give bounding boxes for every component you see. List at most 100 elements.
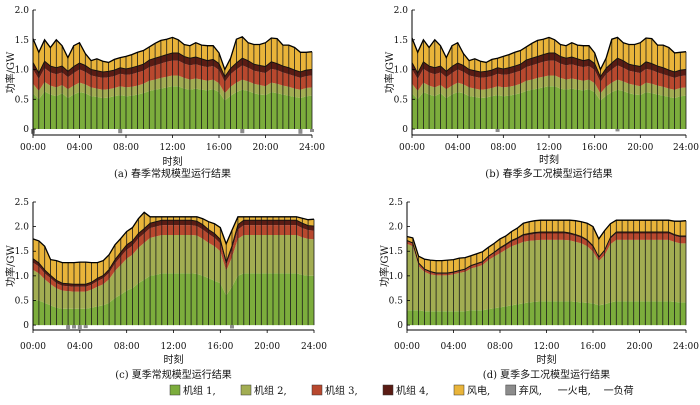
x-tick-label: 04:00	[445, 143, 471, 153]
x-tick-label: 08:00	[114, 342, 140, 352]
y-tick-label: 1.5	[15, 247, 30, 257]
curtailment-bar	[298, 129, 303, 134]
x-tick-label: 16:00	[580, 342, 606, 352]
y-axis-title: 功率/GW	[4, 244, 17, 286]
y-tick-label: 2.0	[394, 6, 409, 16]
thermal-line	[32, 52, 313, 78]
y-tick-label: 0.5	[15, 95, 30, 105]
panel-caption: (b) 春季多工况模型运行结果	[485, 167, 612, 180]
y-tick-label: 1.5	[394, 36, 409, 46]
y-tick-label: 1.0	[389, 272, 404, 282]
legend-label: 机组 1,	[183, 384, 216, 397]
y-tick-label: 2.5	[15, 198, 30, 208]
curtailment-bar	[77, 325, 82, 329]
x-tick-label: 12:00	[534, 342, 560, 352]
x-tick-label: 08:00	[490, 143, 516, 153]
curtailment-bar	[230, 325, 234, 329]
x-tick-label: 12:00	[160, 143, 186, 153]
y-axis-title: 功率/GW	[383, 51, 396, 93]
x-tick-label: 00:00	[20, 342, 46, 352]
y-tick-label: 1.0	[15, 272, 30, 282]
legend-label: 弃风,	[519, 384, 542, 397]
x-tick-label: 04:00	[67, 143, 93, 153]
y-axis-title: 功率/GW	[378, 244, 391, 286]
legend-swatch	[382, 384, 394, 396]
x-tick-label: 16:00	[582, 143, 608, 153]
x-axis-title: 时刻	[164, 353, 184, 366]
legend-swatch	[240, 384, 252, 396]
legend-line-label: 一负荷	[604, 384, 634, 397]
legend-swatch	[311, 384, 323, 396]
x-tick-label: 00:00	[399, 143, 425, 153]
legend: 机组 1, 机组 2, 机组 3, 机组 4, 风电, 弃风, 一火电, 一负荷	[169, 384, 634, 397]
x-tick-label: 20:00	[253, 143, 279, 153]
curtailment-bar	[72, 325, 76, 329]
y-axis-title: 功率/GW	[4, 51, 17, 93]
x-tick-label: 24:00	[673, 342, 699, 352]
y-tick-label: 1.5	[389, 247, 404, 257]
legend-label: 机组 2,	[254, 384, 287, 397]
curtailment-bar	[615, 129, 620, 132]
x-tick-label: 08:00	[113, 143, 139, 153]
x-tick-label: 00:00	[20, 143, 46, 153]
legend-label: 机组 4,	[396, 384, 429, 397]
y-tick-label: 1.0	[394, 66, 409, 76]
load-line	[32, 36, 313, 72]
legend-swatch	[505, 384, 517, 396]
thermal-line	[411, 52, 687, 78]
legend-swatch	[453, 384, 465, 396]
curtailment-bar	[118, 129, 123, 134]
x-tick-label: 00:00	[394, 342, 420, 352]
x-tick-label: 16:00	[206, 143, 232, 153]
x-tick-label: 12:00	[536, 143, 562, 153]
panel-caption: (d) 夏季多工况模型运行结果	[483, 368, 610, 381]
x-tick-label: 08:00	[487, 342, 513, 352]
y-tick-label: 1.0	[15, 66, 30, 76]
x-tick-label: 24:00	[673, 143, 699, 153]
x-tick-label: 12:00	[161, 342, 187, 352]
x-tick-label: 20:00	[627, 143, 653, 153]
legend-line-label: 一火电,	[558, 384, 591, 397]
y-tick-label: 2.0	[389, 223, 404, 233]
x-tick-label: 20:00	[627, 342, 653, 352]
chart-panel-2: 0 0.5 1.0 1.5 2.0 00:00 04:00 08:00 12:00 16:00 20…	[383, 6, 699, 180]
y-tick-label: 0.5	[389, 296, 404, 306]
chart-panel-3: 0 0.5 1.0 1.5 2.0 2.5 00:00 04:00 08:00 12:00 16:0…	[4, 198, 327, 381]
y-tick-label: 1.5	[15, 36, 30, 46]
legend-label: 机组 3,	[325, 384, 358, 397]
x-axis-title: 时刻	[163, 155, 183, 168]
x-axis-title: 时刻	[539, 153, 559, 166]
thermal-line	[32, 219, 315, 285]
y-tick-label: 0	[402, 125, 408, 135]
series-area-3	[33, 225, 314, 292]
x-tick-label: 20:00	[254, 342, 280, 352]
y-tick-label: 0	[23, 321, 29, 331]
x-tick-label: 04:00	[67, 342, 93, 352]
y-tick-label: 2.0	[15, 6, 30, 16]
chart-panel-4: 0 0.5 1.0 1.5 2.0 2.5 00:00 04:00 08:00 12:00 16:0…	[378, 198, 699, 381]
panel-caption: (c) 夏季常规模型运行结果	[115, 368, 232, 381]
load-line	[32, 211, 315, 264]
panel-caption: (a) 春季常规模型运行结果	[114, 167, 231, 180]
load-line	[411, 36, 687, 72]
y-tick-label: 0	[23, 125, 29, 135]
curtailment-bar	[495, 129, 500, 132]
curtailment-bar	[83, 325, 88, 329]
x-tick-label: 04:00	[441, 342, 467, 352]
legend-label: 风电,	[467, 384, 490, 397]
y-tick-label: 2.5	[389, 198, 404, 208]
x-tick-label: 16:00	[207, 342, 233, 352]
y-tick-label: 0.5	[15, 296, 30, 306]
y-tick-label: 0	[397, 321, 403, 331]
y-tick-label: 0.5	[394, 95, 409, 105]
curtailment-bar	[310, 129, 314, 132]
thermal-line	[406, 231, 686, 274]
x-tick-label: 24:00	[299, 143, 325, 153]
chart-panel-1: 0 0.5 1.0 1.5 2.0 00:00 04:00 08:00 12:00 16:00 20…	[4, 6, 325, 180]
x-axis-title: 时刻	[537, 353, 557, 366]
load-line	[406, 219, 687, 262]
y-tick-label: 2.0	[15, 223, 30, 233]
legend-swatch	[169, 384, 181, 396]
curtailment-bar	[66, 325, 71, 329]
